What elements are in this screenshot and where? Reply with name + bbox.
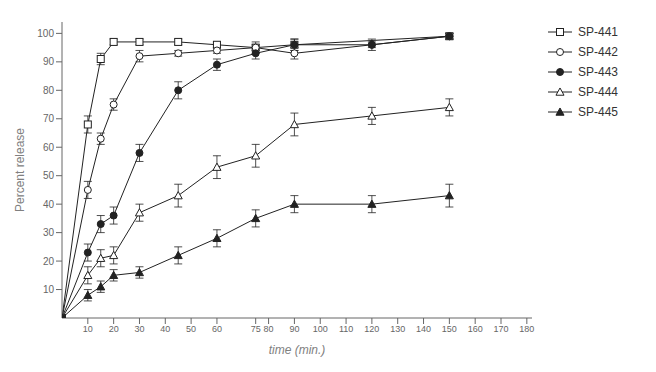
svg-text:130: 130 — [390, 324, 405, 334]
svg-text:160: 160 — [468, 324, 483, 334]
svg-text:140: 140 — [416, 324, 431, 334]
svg-text:90: 90 — [43, 56, 55, 67]
svg-text:Percent release: Percent release — [13, 128, 27, 212]
svg-text:60: 60 — [43, 142, 55, 153]
svg-text:120: 120 — [364, 324, 379, 334]
html-text:SP-444: SP-444 — [578, 85, 618, 99]
svg-text:80: 80 — [43, 85, 55, 96]
svg-text:30: 30 — [134, 324, 144, 334]
svg-text:30: 30 — [43, 227, 55, 238]
svg-text:90: 90 — [289, 324, 299, 334]
svg-text:20: 20 — [109, 324, 119, 334]
svg-text:50: 50 — [43, 170, 55, 181]
html-text:SP-442: SP-442 — [578, 45, 618, 59]
svg-text:170: 170 — [493, 324, 508, 334]
svg-text:20: 20 — [43, 256, 55, 267]
svg-text:100: 100 — [37, 28, 54, 39]
html-text:SP-441: SP-441 — [578, 25, 618, 39]
svg-text:70: 70 — [43, 113, 55, 124]
svg-text:110: 110 — [339, 324, 353, 334]
svg-text:10: 10 — [43, 284, 55, 295]
html-text:SP-445: SP-445 — [578, 105, 618, 119]
html-text:SP-443: SP-443 — [578, 65, 618, 79]
svg-text:time (min.): time (min.) — [269, 343, 326, 357]
svg-text:100: 100 — [313, 324, 328, 334]
svg-text:40: 40 — [43, 199, 55, 210]
svg-text:80: 80 — [264, 324, 274, 334]
svg-text:60: 60 — [212, 324, 222, 334]
svg-text:150: 150 — [442, 324, 457, 334]
svg-text:75: 75 — [251, 324, 261, 334]
svg-text:40: 40 — [160, 324, 170, 334]
svg-text:10: 10 — [83, 324, 93, 334]
svg-text:50: 50 — [186, 324, 196, 334]
svg-text:180: 180 — [519, 324, 534, 334]
